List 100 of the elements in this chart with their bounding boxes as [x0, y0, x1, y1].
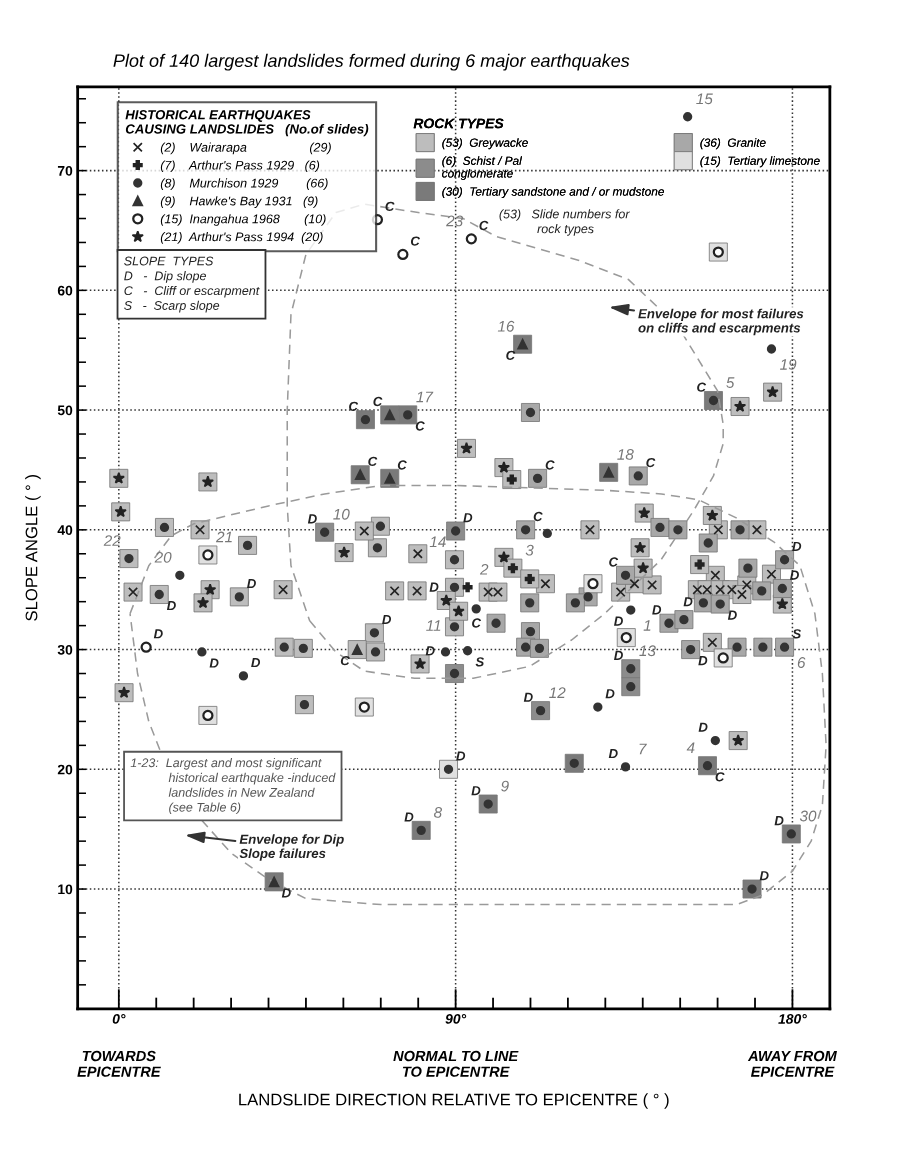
annotation: C — [545, 460, 555, 470]
annotation: D — [247, 579, 256, 589]
annotation: C — [646, 457, 656, 468]
legend-label: (2) Wairarapa (29) — [160, 142, 331, 155]
annotation: 16 — [497, 320, 515, 332]
annotation: C — [415, 421, 425, 431]
y-tick-label: 60 — [57, 285, 73, 296]
annotation: D — [251, 658, 261, 668]
annotation: C — [697, 382, 707, 392]
annotation: D — [698, 722, 708, 732]
legend-label: (9) Hawke's Bay 1931 (9) — [160, 196, 318, 208]
point — [397, 248, 409, 261]
annotation: D — [790, 570, 799, 580]
annotation: D — [404, 812, 414, 822]
annotation: D — [429, 582, 439, 592]
annotation: Envelope for most failures on cliffs and escarpments — [638, 308, 804, 336]
annotation: 9 — [501, 780, 509, 792]
annotation: C — [349, 401, 359, 411]
x-tick-label: 90° — [445, 1014, 467, 1024]
annotation: C — [479, 220, 489, 231]
annotation: C — [609, 557, 619, 567]
annotation: C — [506, 350, 516, 360]
x-tick-label: 0° — [112, 1014, 126, 1024]
annotation: 3 — [525, 544, 534, 556]
annotation: D — [614, 650, 623, 660]
annotation: D — [307, 514, 317, 524]
text: NORMAL TO LINE TO EPICENTRE — [393, 1050, 519, 1077]
annotation: 11 — [426, 620, 441, 631]
legend-label: (8) Murchison 1929 (66) — [160, 178, 328, 190]
annotation: 30 — [799, 810, 817, 822]
annotation: SLOPE TYPES D - Dip slope C - Cliff or escarpment S - Scarp slope — [124, 256, 260, 313]
legend-title: HISTORICAL EARTHQUAKES CAUSING LANDSLIDES (No.of slides) — [125, 110, 369, 137]
annotation: S — [792, 629, 802, 639]
annotation: 21 — [215, 531, 232, 543]
y-tick-label: 20 — [57, 764, 73, 775]
annotation: D — [683, 597, 693, 607]
annotation: D — [614, 616, 623, 626]
annotation: C — [715, 772, 725, 782]
y-axis-title: SLOPE ANGLE ( ° ) — [25, 475, 41, 621]
annotation: C — [397, 460, 407, 470]
annotation: 15 — [696, 93, 713, 105]
annotation: 1 — [643, 620, 651, 631]
annotation: D — [471, 786, 481, 796]
annotation: C — [340, 655, 350, 666]
annotation: 20 — [154, 551, 172, 563]
annotation: D — [425, 646, 435, 656]
annotation: D — [281, 888, 291, 898]
annotation: 10 — [333, 508, 350, 520]
annotation: 17 — [416, 391, 434, 403]
annotation: 5 — [726, 377, 735, 388]
annotation: Envelope for Dip Slope failures — [239, 834, 344, 861]
annotation: 6 — [797, 657, 806, 668]
point — [465, 233, 477, 245]
annotation: D — [382, 614, 392, 624]
legend-label: (15) Tertiary limestone — [700, 156, 820, 168]
annotation: D — [209, 658, 219, 668]
annotation: S — [475, 657, 485, 667]
annotation: 22 — [103, 535, 121, 546]
x-tick-label: 180° — [778, 1014, 807, 1024]
annotation: (53) Slide numbers for rock types — [499, 209, 630, 236]
annotation: D — [523, 692, 533, 702]
annotation: D — [774, 816, 784, 826]
annotation: 4 — [686, 742, 695, 753]
annotation: D — [153, 629, 163, 639]
annotation: C — [410, 236, 420, 246]
legend-label: (36) Granite — [700, 138, 766, 150]
annotation: 7 — [639, 743, 647, 755]
annotation: 18 — [617, 448, 634, 460]
annotation: C — [472, 618, 482, 628]
y-tick-label: 50 — [57, 405, 73, 416]
legend-label: (15) Inangahua 1968 (10) — [160, 214, 326, 226]
annotation: 19 — [780, 358, 797, 370]
annotation: C — [373, 396, 383, 407]
annotation: C — [368, 456, 378, 467]
annotation: D — [792, 541, 802, 551]
legend-label: (30) Tertiary sandstone and / or mudstone — [442, 187, 664, 199]
annotation: D — [605, 689, 615, 699]
annotation: D — [608, 749, 618, 759]
annotation: 2 — [479, 563, 489, 575]
annotation: 8 — [434, 806, 443, 818]
annotation: D — [166, 601, 176, 611]
point — [462, 582, 473, 593]
annotation: 1-23: Largest and most significant historical earthquake -induced landslides in New Zealand (see Table 6) — [130, 758, 336, 815]
text: AWAY FROM EPICENTRE — [747, 1050, 837, 1077]
y-tick-label: 70 — [57, 165, 73, 176]
annotation: 14 — [429, 536, 446, 548]
annotation: D — [759, 871, 769, 881]
y-tick-label: 30 — [57, 644, 73, 655]
annotation: D — [463, 513, 473, 523]
legend-label: (7) Arthur's Pass 1929 (6) — [160, 160, 320, 173]
annotation: 13 — [639, 645, 656, 657]
annotation: D — [652, 605, 662, 615]
y-tick-label: 10 — [58, 884, 73, 895]
legend-label: (53) Greywacke — [442, 138, 528, 150]
annotation: 12 — [549, 687, 566, 698]
annotation: ROCK TYPES — [413, 118, 504, 129]
chart-title: Plot of 140 largest landslides formed during 6 major earthquakes — [113, 53, 630, 71]
y-tick-label: 40 — [57, 525, 73, 535]
annotation: D — [727, 610, 737, 620]
legend-label: (21) Arthur's Pass 1994 (20) — [160, 232, 323, 244]
